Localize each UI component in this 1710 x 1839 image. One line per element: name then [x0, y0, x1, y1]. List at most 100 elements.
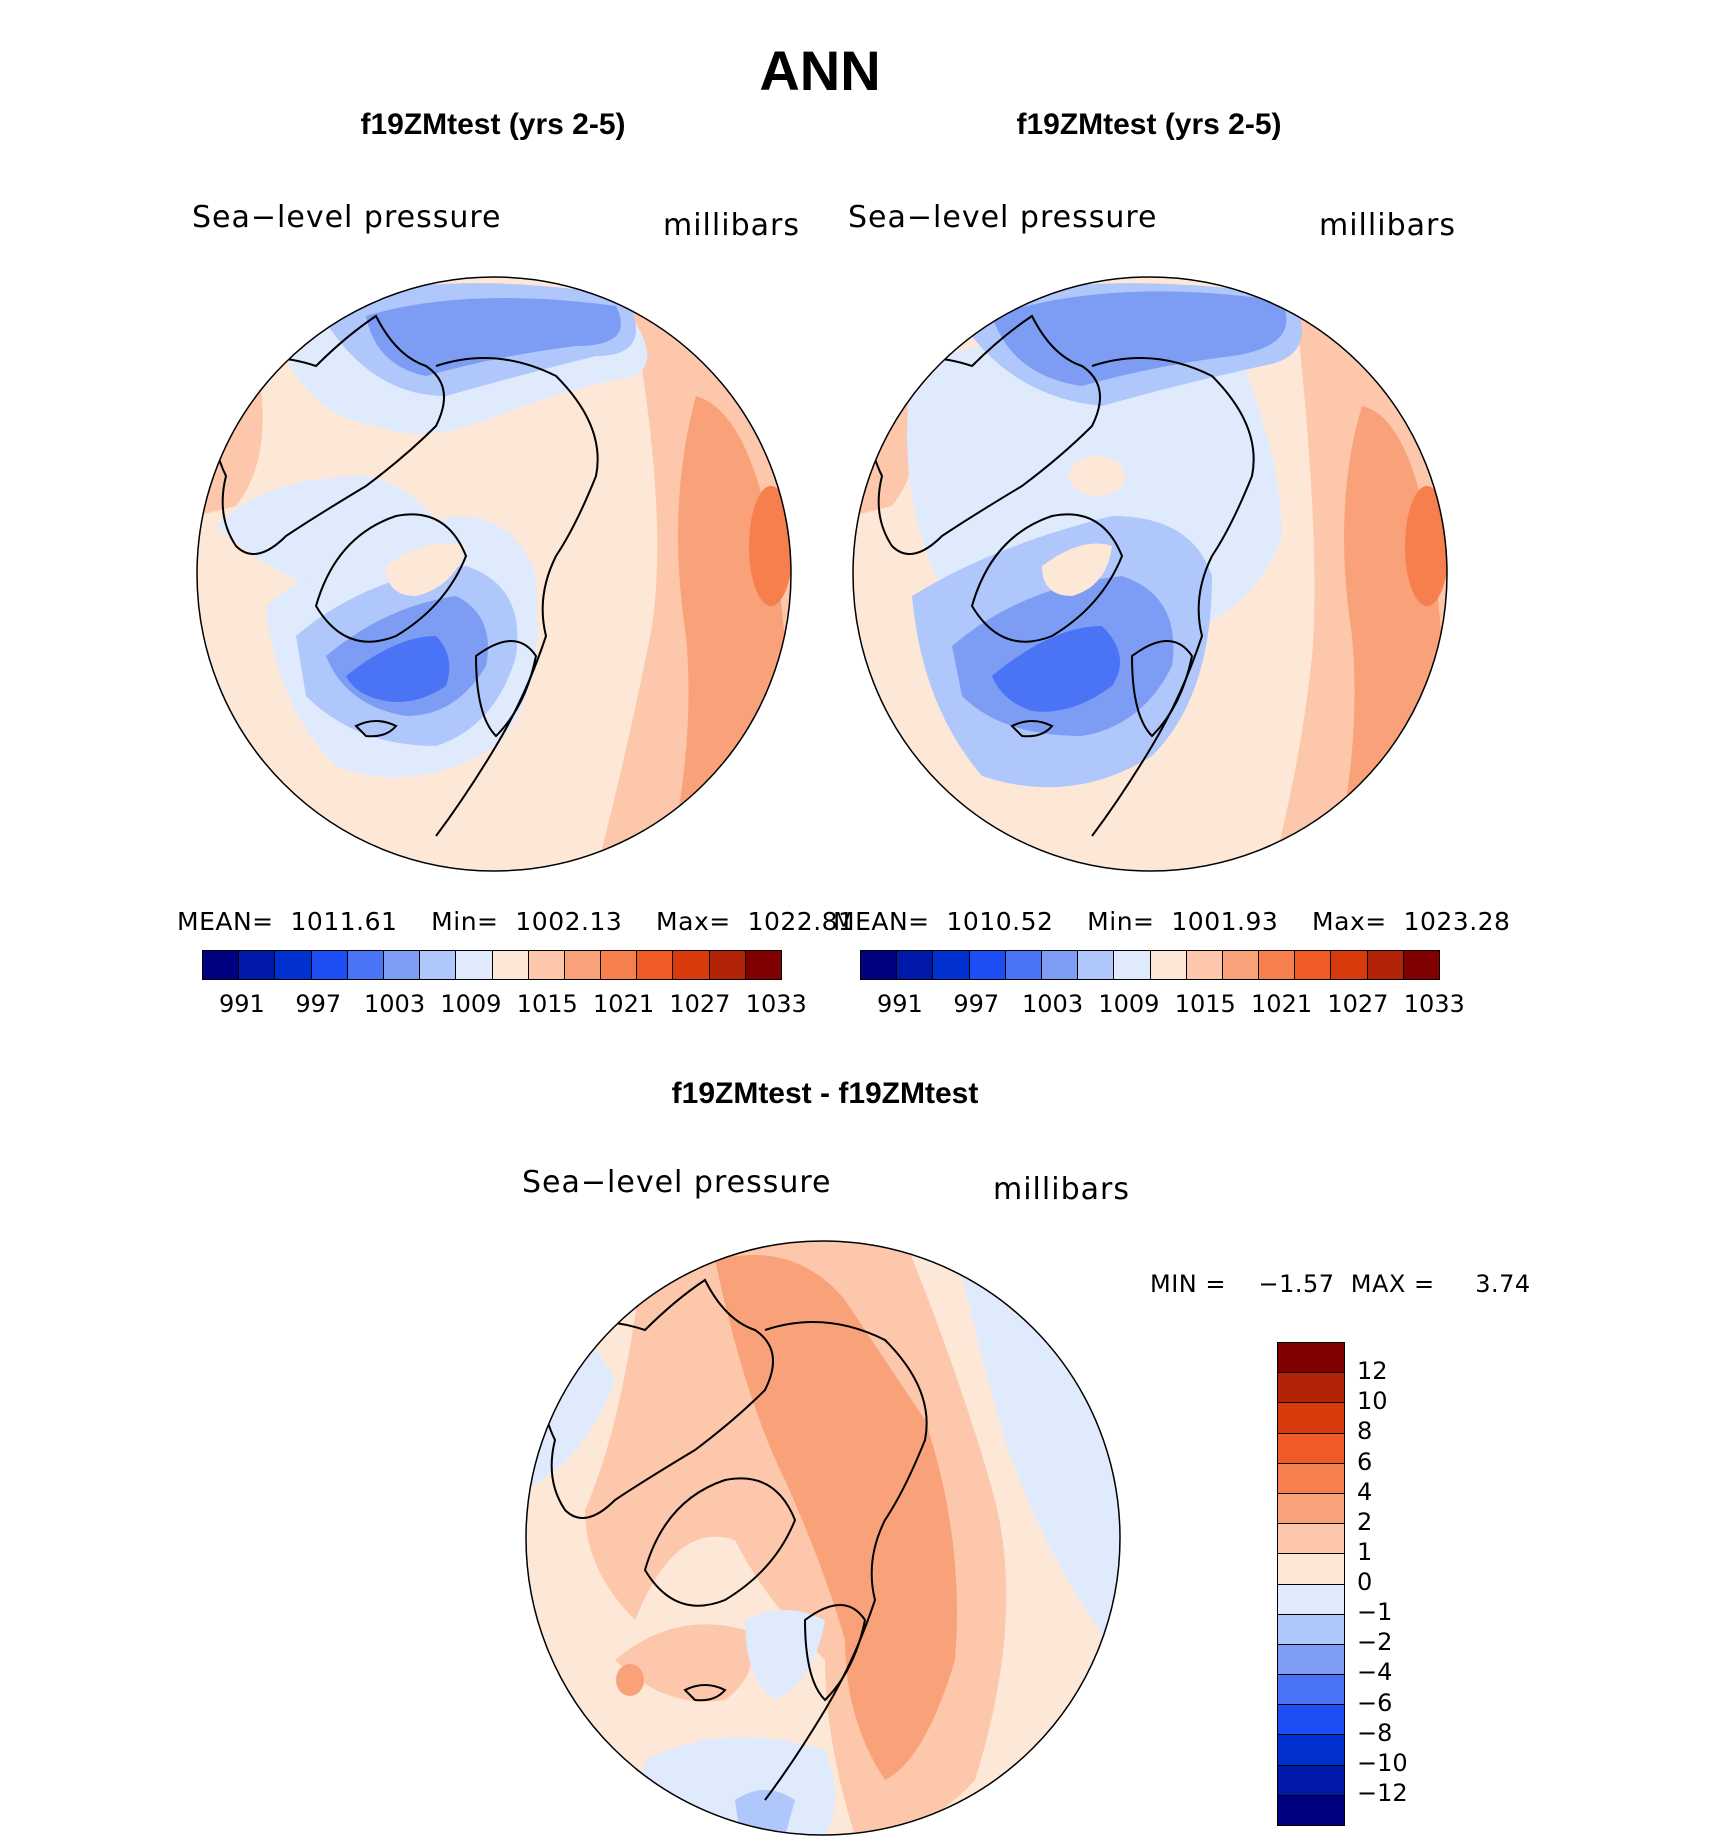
colorbar-swatch: [1259, 951, 1296, 979]
low-atlantic-3: [992, 626, 1120, 712]
coastline-america: [867, 314, 1101, 555]
colorbar-swatch: [456, 951, 493, 979]
colorbar-swatch: [239, 951, 276, 979]
diff-colorbar-label: 1: [1357, 1537, 1373, 1566]
coastline-greenland: [970, 513, 1124, 643]
colorbar-swatch: [1367, 951, 1404, 979]
coastline-greenland: [643, 1477, 797, 1607]
panel-1-variable: Sea−level pressure: [192, 200, 502, 235]
diff-colorbar-label: 4: [1357, 1477, 1373, 1506]
greenland-high: [386, 543, 466, 596]
diff-colorbar-label: −2: [1357, 1628, 1393, 1657]
coastline-eurasia: [1091, 357, 1255, 837]
colorbar-swatch: [1278, 1373, 1344, 1404]
pos-greenland: [615, 1624, 752, 1702]
panel-3-units: millibars: [993, 1172, 1130, 1207]
colorbar-swatch: [1278, 1584, 1344, 1615]
colorbar-swatch: [1222, 951, 1260, 979]
coastline-iceland: [354, 720, 398, 738]
pos-small: [616, 1664, 644, 1696]
panel-3-stats: MIN = −1.57 MAX = 3.74: [1150, 1270, 1531, 1298]
coastline-iceland: [683, 1684, 727, 1702]
colorbar-swatch: [492, 951, 529, 979]
colorbar-swatch: [1278, 1554, 1344, 1585]
pos-band-2: [715, 1255, 957, 1780]
panel-1-units: millibars: [663, 208, 800, 243]
colorbar-swatch: [1278, 1433, 1344, 1464]
colorbar-swatch: [1278, 1705, 1344, 1736]
panel-2-stats: MEAN= 1010.52 Min= 1001.93 Max= 1023.28: [833, 907, 1511, 936]
panel-3-map: [525, 1240, 1121, 1836]
coastline-america: [540, 1278, 774, 1519]
panel-2-title: f19ZMtest (yrs 2-5): [1016, 108, 1282, 141]
coastline-eurasia: [764, 1321, 928, 1801]
high-patch: [1069, 456, 1125, 496]
colorbar-swatch: [637, 951, 674, 979]
colorbar-swatch: [1278, 1493, 1344, 1525]
colorbar-swatch: [1295, 951, 1332, 979]
colorbar-swatch: [969, 951, 1006, 979]
colorbar-swatch: [1278, 1343, 1344, 1374]
colorbar-swatch: [1150, 951, 1187, 979]
colorbar-swatch: [861, 951, 898, 979]
colorbar-swatch: [1278, 1403, 1344, 1434]
diff-colorbar-label: −12: [1357, 1778, 1408, 1807]
coastline-scandinavia: [803, 1604, 867, 1702]
high-core: [1405, 486, 1447, 606]
colorbar-swatch: [933, 951, 970, 979]
diff-colorbar-label: 8: [1357, 1417, 1373, 1446]
colorbar-swatch: [1278, 1735, 1344, 1766]
diff-colorbar-label: 6: [1357, 1447, 1373, 1476]
colorbar-swatch: [1278, 1524, 1344, 1555]
neg-atlantic-2: [735, 1790, 795, 1835]
colorbar-swatch: [311, 951, 348, 979]
panel-1-map: [196, 276, 792, 872]
panel-3-variable: Sea−level pressure: [522, 1165, 832, 1200]
colorbar-swatch: [1278, 1644, 1344, 1676]
greenland-high: [1042, 543, 1112, 596]
panel-1-stats: MEAN= 1011.61 Min= 1002.13 Max= 1022.81: [177, 907, 855, 936]
coastline-america: [211, 314, 445, 555]
colorbar-swatch: [1403, 951, 1439, 979]
diff-colorbar-label: −8: [1357, 1718, 1393, 1747]
colorbar-swatch: [1041, 951, 1079, 979]
coastline-eurasia: [435, 357, 599, 837]
diff-colorbar-label: −4: [1357, 1658, 1393, 1687]
diff-colorbar: [1277, 1342, 1345, 1826]
colorbar-swatch: [709, 951, 746, 979]
low-pacific-2: [992, 291, 1287, 386]
diff-colorbar-label: 2: [1357, 1507, 1373, 1536]
panel-2-colorbar-ticks: 991 997 1003 1009 1015 1021 1027 1033: [877, 990, 1465, 1018]
low-pacific-2: [366, 298, 621, 376]
colorbar-swatch: [203, 951, 240, 979]
panel-2-map: [852, 276, 1448, 872]
colorbar-swatch: [1186, 951, 1223, 979]
colorbar-swatch: [1278, 1765, 1344, 1796]
colorbar-swatch: [1078, 951, 1115, 979]
colorbar-swatch: [673, 951, 710, 979]
coastline-scandinavia: [474, 640, 538, 738]
coastline-scandinavia: [1130, 640, 1194, 738]
panel-1-title: f19ZMtest (yrs 2-5): [360, 108, 626, 141]
colorbar-swatch: [601, 951, 638, 979]
panel-1-colorbar: [202, 950, 782, 980]
low-atlantic-3: [346, 636, 450, 702]
panel-2-variable: Sea−level pressure: [848, 200, 1158, 235]
coastline-iceland: [1010, 720, 1054, 738]
panel-2-units: millibars: [1319, 208, 1456, 243]
colorbar-swatch: [1331, 951, 1368, 979]
coastline-greenland: [314, 513, 468, 643]
colorbar-swatch: [1114, 951, 1151, 979]
colorbar-swatch: [420, 951, 457, 979]
diff-colorbar-label: 12: [1357, 1357, 1388, 1386]
colorbar-swatch: [383, 951, 421, 979]
diff-colorbar-label: 10: [1357, 1387, 1388, 1416]
colorbar-swatch: [528, 951, 565, 979]
figure-title: ANN: [759, 39, 881, 102]
high-core: [749, 486, 791, 606]
colorbar-swatch: [745, 951, 781, 979]
panel-2-colorbar: [860, 950, 1440, 980]
colorbar-swatch: [1278, 1463, 1344, 1494]
colorbar-swatch: [1005, 951, 1042, 979]
colorbar-swatch: [1278, 1675, 1344, 1706]
